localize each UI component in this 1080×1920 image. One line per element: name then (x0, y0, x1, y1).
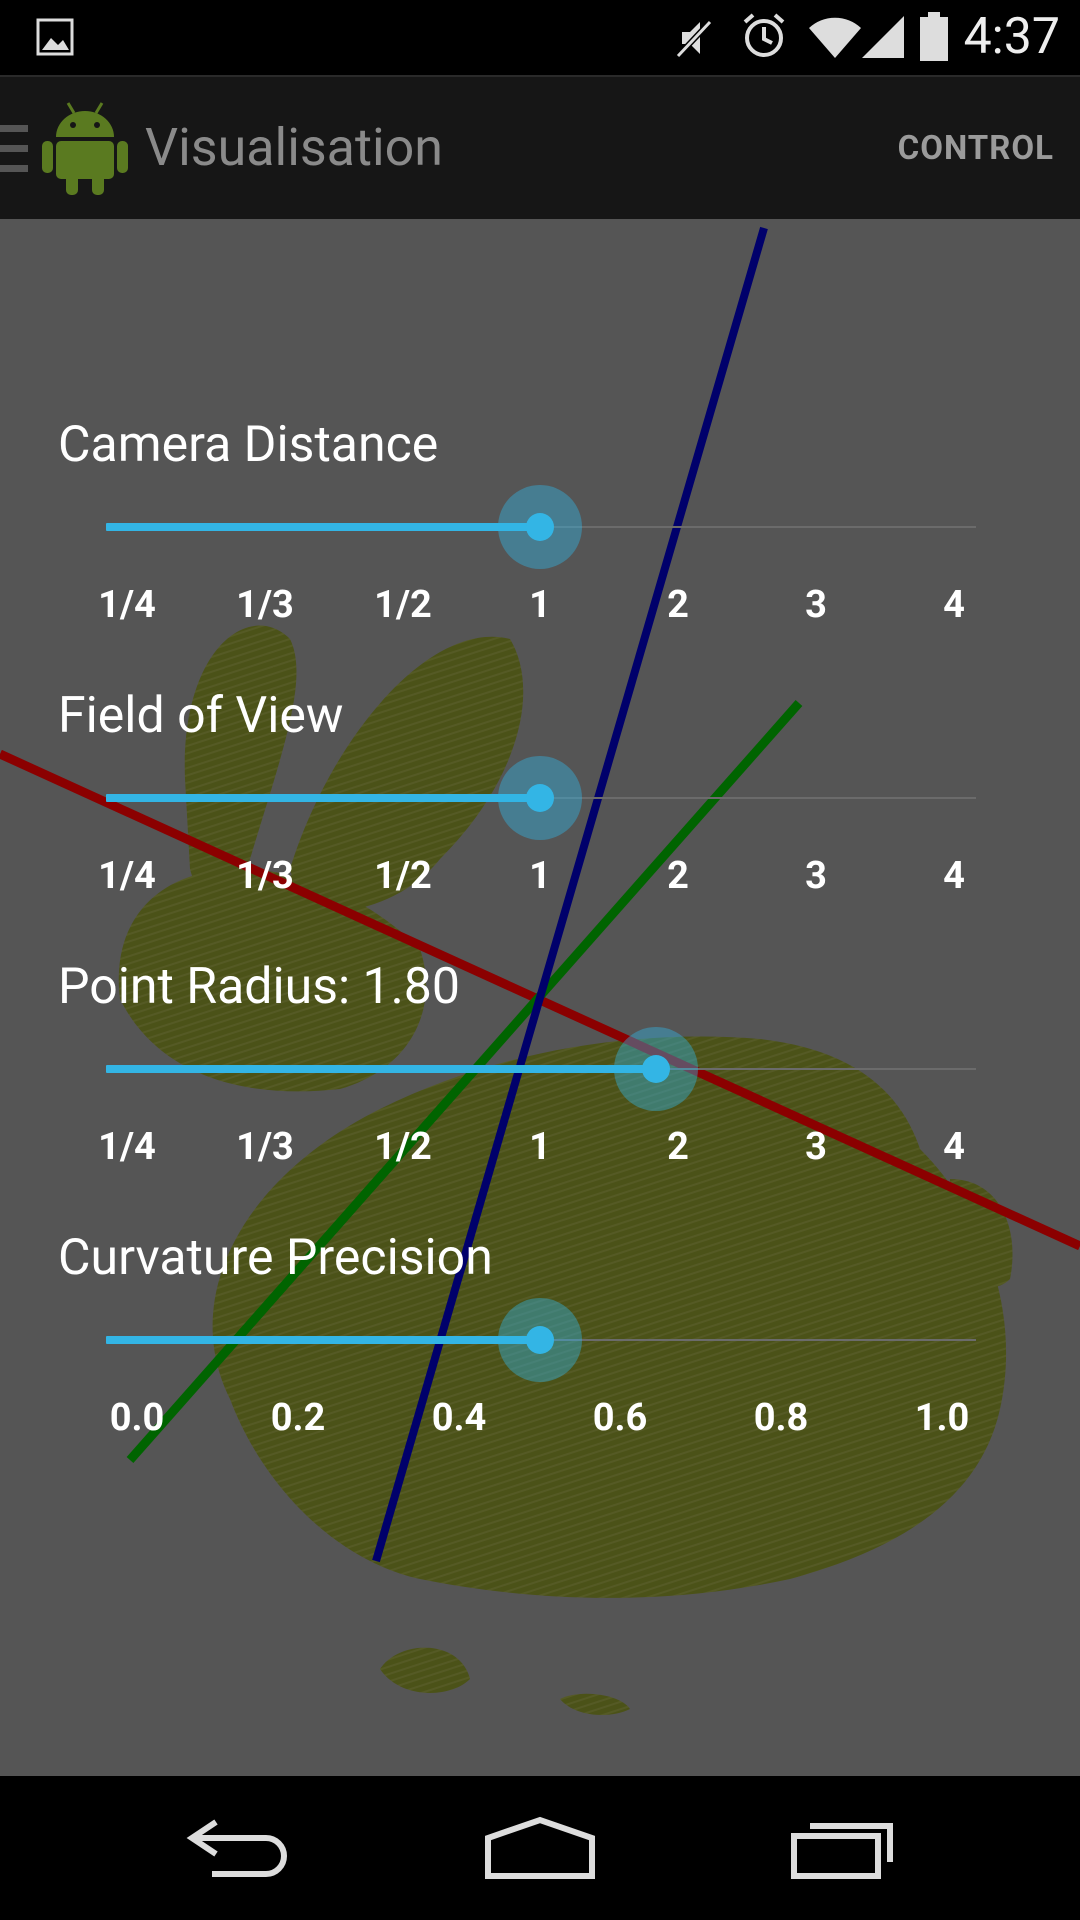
thumb-dot (526, 513, 554, 541)
tick-label: 4 (943, 583, 965, 627)
tick-label: 3 (805, 854, 827, 898)
thumb-dot (526, 784, 554, 812)
tick-label: 3 (805, 583, 827, 627)
tick-label: 1 (529, 1125, 551, 1169)
slider-fill[interactable] (106, 1065, 656, 1073)
slider-thumb[interactable] (498, 1298, 582, 1382)
image-notification-icon (36, 18, 74, 60)
slider-thumb[interactable] (614, 1027, 698, 1111)
tick-label: 1/3 (236, 583, 294, 627)
thumb-dot (642, 1055, 670, 1083)
tick-label: 4 (943, 1125, 965, 1169)
control-button[interactable]: CONTROL (897, 129, 1054, 168)
tick-label: 1.0 (914, 1396, 970, 1440)
action-bar: Visualisation CONTROL (0, 75, 1080, 219)
slider-thumb[interactable] (498, 756, 582, 840)
recent-apps-icon[interactable] (790, 1816, 896, 1884)
navigation-bar (0, 1776, 1080, 1920)
signal-icon (860, 14, 906, 64)
android-robot-icon[interactable] (42, 99, 128, 199)
slider-fill[interactable] (106, 794, 540, 802)
status-bar: 4:37 (0, 0, 1080, 75)
page-title: Visualisation (145, 117, 443, 178)
tick-label: 2 (667, 854, 689, 898)
thumb-dot (526, 1326, 554, 1354)
tick-label: 4 (943, 854, 965, 898)
battery-icon (918, 12, 950, 66)
tick-label: 3 (805, 1125, 827, 1169)
tick-label: 1/4 (98, 583, 156, 627)
field-of-view-label: Field of View (58, 687, 344, 745)
tick-label: 1/2 (374, 583, 432, 627)
camera-distance-label: Camera Distance (58, 416, 439, 474)
mute-icon (672, 16, 716, 64)
status-clock: 4:37 (963, 8, 1060, 66)
tick-label: 0.2 (270, 1396, 326, 1440)
slider-fill[interactable] (106, 523, 540, 531)
tick-label: 1/2 (374, 854, 432, 898)
tick-label: 1/4 (98, 1125, 156, 1169)
tick-label: 1/3 (236, 1125, 294, 1169)
tick-label: 0.4 (431, 1396, 487, 1440)
tick-label: 0.8 (753, 1396, 809, 1440)
drawer-indicator-icon[interactable] (0, 125, 30, 177)
tick-label: 2 (667, 1125, 689, 1169)
home-icon[interactable] (484, 1816, 596, 1884)
slider-thumb[interactable] (498, 485, 582, 569)
point-radius-label: Point Radius: 1.80 (58, 958, 461, 1016)
wifi-icon (808, 14, 862, 64)
tick-label: 0.0 (109, 1396, 165, 1440)
slider-fill[interactable] (106, 1336, 540, 1344)
visualisation-canvas[interactable]: Camera Distance 1/4 1/3 1/2 1 2 3 4 Fiel… (0, 219, 1080, 1776)
tick-label: 1/2 (374, 1125, 432, 1169)
tick-label: 1/4 (98, 854, 156, 898)
tick-label: 0.6 (592, 1396, 648, 1440)
tick-label: 2 (667, 583, 689, 627)
y-axis-line (126, 700, 803, 1463)
back-icon[interactable] (186, 1816, 292, 1884)
curvature-precision-label: Curvature Precision (58, 1229, 493, 1287)
tick-label: 1 (529, 854, 551, 898)
tick-label: 1/3 (236, 854, 294, 898)
alarm-icon (740, 12, 788, 64)
tick-label: 1 (529, 583, 551, 627)
